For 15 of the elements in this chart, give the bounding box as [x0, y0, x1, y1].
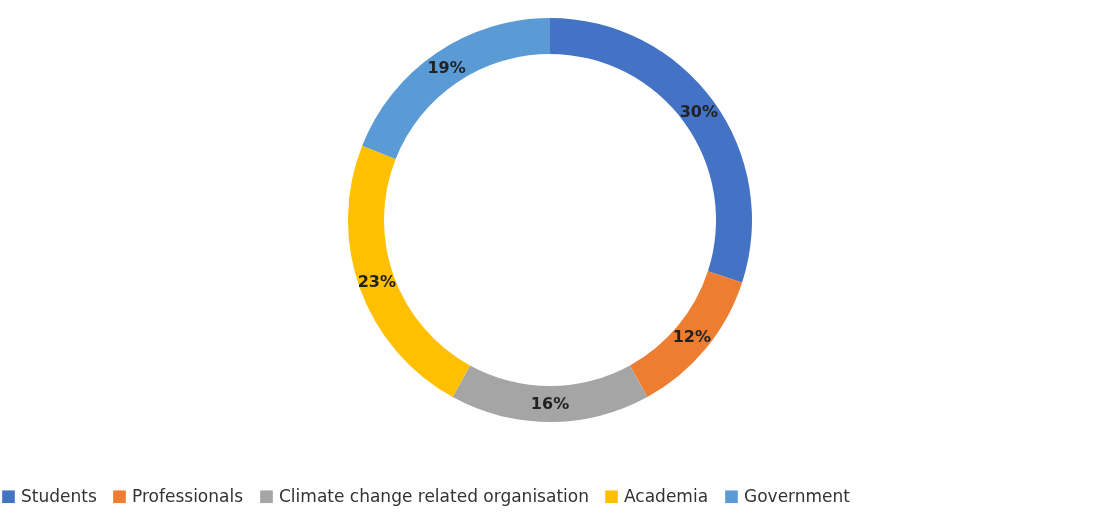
legend-label: Professionals: [132, 485, 244, 506]
data-label: 23%: [357, 272, 397, 292]
legend-label: Students: [21, 485, 97, 506]
legend-label: Government: [744, 485, 851, 506]
data-label: 16%: [530, 394, 570, 413]
donut-slice: [550, 18, 752, 283]
data-label: 30%: [679, 101, 719, 121]
legend-label: Academia: [624, 485, 709, 506]
legend-label: Climate change related organisation: [279, 485, 589, 506]
donut-slice: [348, 145, 471, 398]
data-label: 19%: [427, 57, 466, 77]
donut-slice: [452, 365, 648, 422]
data-label: 12%: [672, 327, 711, 347]
donut-slice: [362, 18, 550, 159]
donut-slice: [629, 271, 743, 398]
